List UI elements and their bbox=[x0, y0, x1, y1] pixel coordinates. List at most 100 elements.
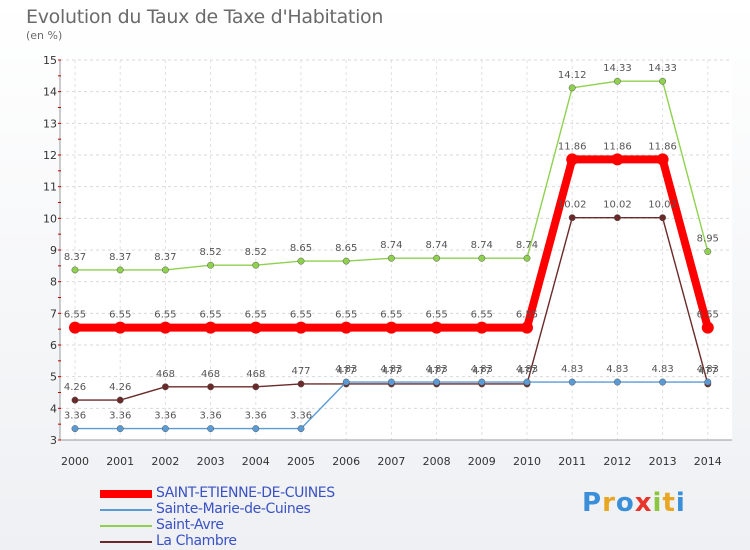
data-label: 4.26 bbox=[64, 382, 86, 393]
legend-swatch bbox=[100, 541, 152, 543]
data-point bbox=[659, 378, 667, 386]
logo-letter: i bbox=[652, 488, 663, 518]
logo-letter: r bbox=[602, 488, 616, 518]
data-label: 468 bbox=[201, 369, 220, 380]
data-point bbox=[340, 321, 353, 334]
y-tick-label: 4 bbox=[50, 402, 57, 415]
data-label: 477 bbox=[382, 366, 401, 377]
legend-item: La Chambre bbox=[100, 533, 360, 550]
data-label: 8.52 bbox=[199, 247, 221, 258]
data-label: 468 bbox=[246, 369, 265, 380]
data-point bbox=[207, 261, 215, 269]
x-tick-label: 2007 bbox=[377, 455, 405, 468]
data-label: 8.95 bbox=[697, 234, 719, 245]
data-label: 477 bbox=[517, 366, 536, 377]
data-point bbox=[611, 153, 624, 166]
data-label: 8.37 bbox=[64, 252, 86, 263]
logo-letter: x bbox=[634, 488, 653, 518]
legend-item: Saint-Avre bbox=[100, 517, 360, 534]
data-label: 10.02 bbox=[603, 200, 632, 211]
logo-letter: P bbox=[582, 488, 603, 518]
data-label: 4.83 bbox=[335, 364, 357, 375]
data-point bbox=[478, 254, 486, 262]
chart-subtitle: (en %) bbox=[26, 29, 63, 42]
data-label: 14.33 bbox=[648, 63, 677, 74]
legend-label: SAINT-ETIENNE-DE-CUINES bbox=[156, 485, 335, 501]
x-tick-label: 2010 bbox=[513, 455, 541, 468]
data-point bbox=[704, 378, 712, 386]
data-point bbox=[161, 425, 169, 433]
legend-label: Sainte-Marie-de-Cuines bbox=[156, 501, 311, 517]
data-label: 8.37 bbox=[109, 252, 131, 263]
x-tick-label: 2001 bbox=[106, 455, 134, 468]
data-label: 477 bbox=[337, 366, 356, 377]
data-label: 4.83 bbox=[697, 364, 719, 375]
data-label: 6.55 bbox=[64, 310, 86, 321]
y-tick-label: 10 bbox=[43, 212, 57, 225]
data-point bbox=[252, 425, 260, 433]
data-point bbox=[116, 266, 124, 274]
data-label: 6.55 bbox=[290, 310, 312, 321]
data-label: 10.02 bbox=[648, 200, 677, 211]
x-tick-label: 2006 bbox=[332, 455, 360, 468]
data-point bbox=[475, 321, 488, 334]
data-point bbox=[568, 84, 576, 92]
x-tick-label: 2011 bbox=[558, 455, 586, 468]
data-point bbox=[297, 257, 305, 265]
data-point bbox=[342, 378, 350, 386]
data-point bbox=[613, 77, 621, 85]
data-point bbox=[297, 380, 305, 388]
data-label: 6.55 bbox=[154, 310, 176, 321]
data-label: 6.55 bbox=[335, 310, 357, 321]
data-label: 4.83 bbox=[425, 364, 447, 375]
data-label: 477 bbox=[472, 366, 491, 377]
data-label: 4.26 bbox=[109, 382, 131, 393]
y-tick-label: 12 bbox=[43, 149, 57, 162]
x-tick-label: 2014 bbox=[694, 455, 722, 468]
data-label: 4.83 bbox=[516, 364, 538, 375]
logo-letter: o bbox=[615, 488, 635, 518]
x-tick-label: 2005 bbox=[287, 455, 315, 468]
data-label: 477 bbox=[427, 366, 446, 377]
data-point bbox=[295, 321, 307, 334]
data-point bbox=[433, 254, 441, 262]
y-tick-label: 15 bbox=[43, 54, 57, 67]
data-point bbox=[430, 321, 443, 334]
data-label: 3.36 bbox=[109, 411, 131, 422]
y-tick-label: 8 bbox=[50, 276, 57, 289]
data-point bbox=[116, 396, 124, 404]
data-point bbox=[297, 425, 305, 433]
data-point bbox=[116, 425, 124, 433]
data-point bbox=[114, 321, 127, 334]
data-point bbox=[159, 321, 172, 334]
data-label: 468 bbox=[156, 369, 175, 380]
legend-swatch bbox=[100, 490, 152, 498]
data-label: 4.83 bbox=[606, 364, 628, 375]
x-tick-label: 2000 bbox=[61, 455, 89, 468]
data-point bbox=[69, 321, 81, 334]
data-point bbox=[568, 214, 576, 222]
data-point bbox=[387, 378, 395, 386]
x-tick-label: 2012 bbox=[603, 455, 631, 468]
data-label: 8.74 bbox=[471, 240, 493, 251]
y-tick-label: 3 bbox=[50, 434, 57, 447]
data-label: 14.33 bbox=[603, 63, 632, 74]
data-label: 8.74 bbox=[516, 240, 538, 251]
data-point bbox=[71, 266, 79, 274]
proxiti-logo: Proxiti bbox=[582, 488, 686, 518]
data-label: 6.55 bbox=[199, 310, 221, 321]
data-point bbox=[568, 378, 576, 386]
data-point bbox=[659, 77, 667, 85]
legend-item: SAINT-ETIENNE-DE-CUINES bbox=[100, 485, 360, 502]
data-label: 3.36 bbox=[245, 411, 267, 422]
data-point bbox=[204, 321, 217, 334]
data-point bbox=[342, 257, 350, 265]
data-label: 11.86 bbox=[648, 141, 677, 152]
y-tick-label: 5 bbox=[50, 371, 57, 384]
data-label: 11.86 bbox=[603, 141, 632, 152]
y-tick-label: 7 bbox=[50, 307, 57, 320]
data-label: 4.83 bbox=[561, 364, 583, 375]
data-label: 6.55 bbox=[471, 310, 493, 321]
x-tick-label: 2009 bbox=[468, 455, 496, 468]
data-label: 4.83 bbox=[651, 364, 673, 375]
